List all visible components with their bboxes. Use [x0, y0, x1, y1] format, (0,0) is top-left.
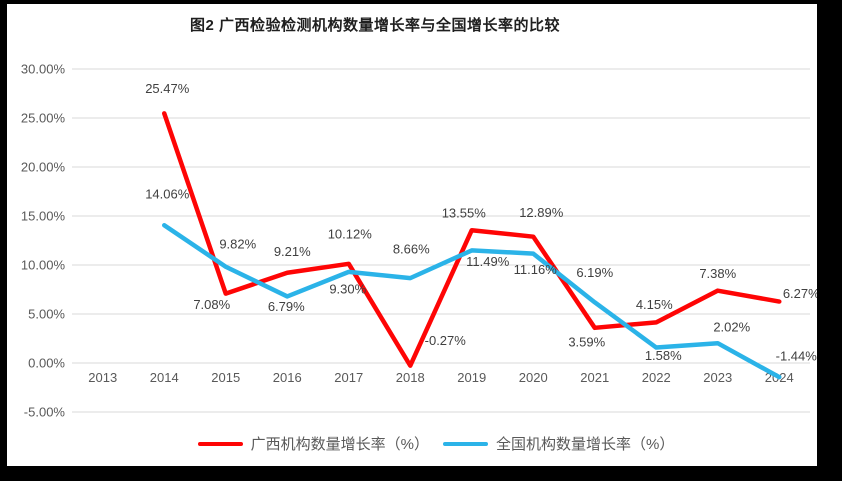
data-label: -0.27% — [425, 333, 467, 348]
data-label: 2.02% — [713, 320, 750, 335]
data-label: 11.49% — [466, 254, 510, 269]
x-axis-tick-label: 2020 — [519, 370, 548, 385]
x-axis-tick-label: 2014 — [150, 370, 179, 385]
y-axis-tick-label: 25.00% — [21, 111, 66, 126]
y-axis-tick-label: 20.00% — [21, 160, 66, 175]
data-label: 3.59% — [568, 334, 605, 349]
data-label: 8.66% — [393, 242, 430, 257]
chart-title: 图2 广西检验检测机构数量增长率与全国增长率的比较 — [189, 17, 560, 34]
data-label: 14.06% — [145, 187, 190, 202]
data-label: 10.12% — [328, 226, 373, 241]
x-axis-tick-label: 2021 — [580, 370, 609, 385]
x-axis-tick-label: 2023 — [703, 370, 732, 385]
x-axis-tick-label: 2018 — [396, 370, 425, 385]
data-label: 1.58% — [645, 348, 682, 363]
data-label: 25.47% — [145, 81, 190, 96]
plot-area: 30.00% 25.00% 20.00% 15.00% 10.00% 5.00% 0.00%… — [21, 62, 817, 420]
data-label: 6.19% — [576, 265, 613, 280]
legend-line-swatch-national — [443, 441, 488, 446]
data-label: 6.79% — [268, 299, 305, 314]
data-label: -1.44% — [776, 349, 817, 364]
data-label: 13.55% — [442, 206, 487, 221]
data-label: 12.89% — [519, 205, 564, 220]
line-chart: 30.00% 25.00% 20.00% 15.00% 10.00% 5.00% 0.00%… — [21, 62, 817, 420]
legend-item-national: 全国机构数量增长率（%） — [443, 433, 674, 454]
data-label: 7.08% — [193, 297, 230, 312]
x-axis-tick-label: 2019 — [457, 370, 486, 385]
x-axis-tick-label: 2013 — [88, 370, 117, 385]
x-axis-tick-label: 2017 — [334, 370, 363, 385]
data-label: 11.16% — [514, 262, 558, 277]
data-label: 9.21% — [274, 244, 311, 259]
legend-line-swatch-guangxi — [197, 441, 243, 446]
x-axis-tick-label: 2022 — [642, 370, 671, 385]
legend-label-guangxi: 广西机构数量增长率（%） — [250, 436, 429, 453]
data-label: 4.15% — [636, 297, 673, 312]
y-axis-tick-label: 15.00% — [21, 209, 66, 224]
y-axis-tick-label: 5.00% — [28, 307, 65, 322]
y-axis-tick-label: 10.00% — [21, 258, 66, 273]
chart-frame: 图2 广西检验检测机构数量增长率与全国增长率的比较 30.00% 25.00% 20… — [7, 4, 817, 466]
series-line-1 — [162, 111, 782, 368]
data-label: 9.30% — [329, 281, 366, 296]
y-axis-tick-label: 0.00% — [28, 356, 65, 371]
data-label: 7.38% — [699, 266, 736, 281]
legend-item-guangxi: 广西机构数量增长率（%） — [197, 433, 429, 454]
x-axis-tick-label: 2016 — [273, 370, 302, 385]
legend: 广西机构数量增长率（%） 全国机构数量增长率（%） — [7, 433, 817, 454]
y-axis-tick-label: 30.00% — [21, 62, 66, 77]
data-label: 6.27% — [783, 286, 817, 301]
data-label: 9.82% — [219, 236, 256, 251]
legend-label-national: 全国机构数量增长率（%） — [496, 436, 675, 453]
y-axis-tick-label: -5.00% — [24, 405, 66, 420]
x-axis-tick-label: 2015 — [211, 370, 240, 385]
series-line-2 — [162, 222, 782, 380]
